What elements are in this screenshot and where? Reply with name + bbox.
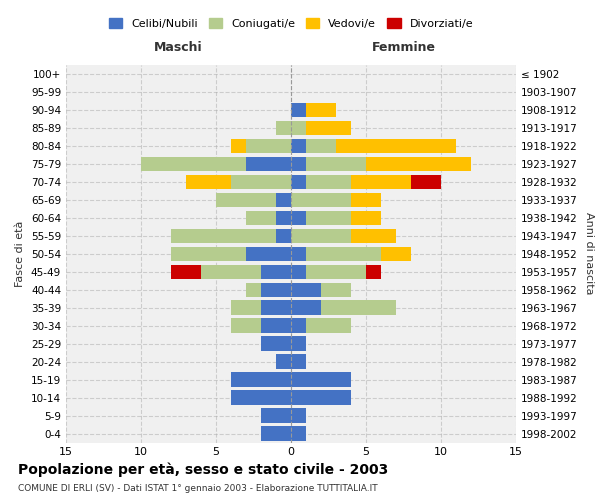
Bar — [291, 174, 306, 189]
Bar — [321, 300, 396, 315]
Bar — [261, 282, 291, 297]
Bar — [306, 246, 381, 261]
Bar — [261, 264, 291, 279]
Bar — [291, 210, 306, 225]
Bar — [291, 120, 306, 135]
Bar — [381, 246, 411, 261]
Bar — [141, 156, 246, 171]
Bar — [306, 174, 351, 189]
Bar — [276, 228, 291, 243]
Bar — [261, 408, 291, 422]
Bar — [231, 174, 291, 189]
Bar — [306, 156, 366, 171]
Bar — [246, 138, 291, 153]
Bar — [291, 372, 351, 387]
Legend: Celibi/Nubili, Coniugati/e, Vedovi/e, Divorziati/e: Celibi/Nubili, Coniugati/e, Vedovi/e, Di… — [104, 14, 478, 34]
Bar — [366, 156, 471, 171]
Y-axis label: Anni di nascita: Anni di nascita — [584, 212, 594, 295]
Bar — [351, 192, 381, 207]
Y-axis label: Fasce di età: Fasce di età — [16, 220, 25, 287]
Bar — [186, 174, 231, 189]
Bar — [171, 264, 201, 279]
Bar — [291, 318, 306, 333]
Bar — [351, 174, 411, 189]
Bar — [291, 264, 306, 279]
Bar — [291, 282, 321, 297]
Bar — [231, 318, 261, 333]
Bar — [276, 210, 291, 225]
Bar — [291, 228, 351, 243]
Bar — [291, 408, 306, 422]
Bar — [291, 390, 351, 405]
Bar — [171, 228, 276, 243]
Bar — [261, 318, 291, 333]
Bar — [306, 318, 351, 333]
Bar — [261, 300, 291, 315]
Bar — [321, 282, 351, 297]
Bar — [291, 336, 306, 351]
Bar — [291, 156, 306, 171]
Text: Femmine: Femmine — [371, 41, 436, 54]
Text: Popolazione per età, sesso e stato civile - 2003: Popolazione per età, sesso e stato civil… — [18, 462, 388, 477]
Bar — [291, 246, 306, 261]
Text: COMUNE DI ERLI (SV) - Dati ISTAT 1° gennaio 2003 - Elaborazione TUTTITALIA.IT: COMUNE DI ERLI (SV) - Dati ISTAT 1° genn… — [18, 484, 377, 493]
Bar — [291, 426, 306, 440]
Bar — [261, 426, 291, 440]
Bar — [246, 246, 291, 261]
Bar — [306, 264, 366, 279]
Bar — [246, 282, 261, 297]
Bar — [306, 210, 351, 225]
Bar — [291, 138, 306, 153]
Bar — [336, 138, 456, 153]
Bar — [351, 210, 381, 225]
Bar — [171, 246, 246, 261]
Bar — [366, 264, 381, 279]
Bar — [231, 138, 246, 153]
Bar — [276, 120, 291, 135]
Bar — [276, 354, 291, 369]
Bar — [246, 156, 291, 171]
Bar — [291, 103, 306, 117]
Bar — [306, 103, 336, 117]
Bar — [246, 210, 276, 225]
Bar — [411, 174, 441, 189]
Bar — [231, 300, 261, 315]
Bar — [201, 264, 261, 279]
Bar — [261, 336, 291, 351]
Bar — [291, 354, 306, 369]
Bar — [231, 390, 291, 405]
Bar — [276, 192, 291, 207]
Bar — [306, 138, 336, 153]
Bar — [216, 192, 276, 207]
Text: Maschi: Maschi — [154, 41, 203, 54]
Bar — [231, 372, 291, 387]
Bar — [291, 192, 351, 207]
Bar — [306, 120, 351, 135]
Bar — [291, 300, 321, 315]
Bar — [351, 228, 396, 243]
